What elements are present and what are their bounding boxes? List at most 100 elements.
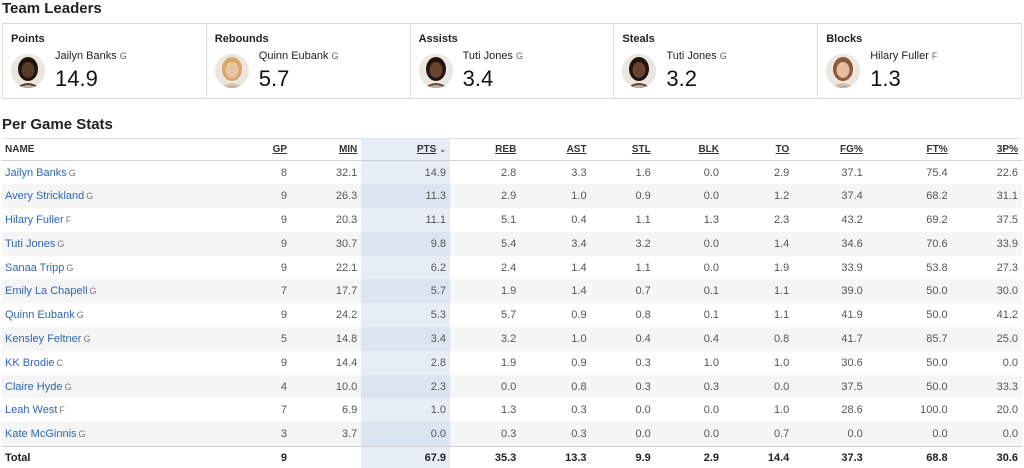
stat-cell-ft: 50.0 xyxy=(866,374,952,399)
stat-cell-ast: 0.9 xyxy=(571,309,587,322)
stat-cell-pts: 1.0 xyxy=(361,398,451,423)
column-header-tp[interactable]: 3P% xyxy=(951,138,1022,161)
column-header-reb[interactable]: REB xyxy=(450,138,521,161)
stat-cell-reb: 5.4 xyxy=(450,231,521,256)
stat-cell-stl: 0.8 xyxy=(635,309,651,322)
player-link[interactable]: Leah West xyxy=(5,404,58,417)
stat-cell-tp: 30.0 xyxy=(951,279,1022,304)
stat-cell-tp: 37.5 xyxy=(996,213,1018,226)
stat-cell-ast: 0.3 xyxy=(520,422,591,447)
column-header-label: 3P% xyxy=(996,144,1018,155)
stat-cell-min: 30.7 xyxy=(291,231,362,256)
leader-card-blocks[interactable]: Blocks Hilary Fuller F 1.3 xyxy=(818,24,1021,98)
column-header-label: MIN xyxy=(338,144,358,155)
player-name-cell: Kate McGinnis G xyxy=(2,422,238,447)
leader-player-name[interactable]: Hilary Fuller xyxy=(870,50,929,62)
leader-player-link[interactable]: Tuti Jones G xyxy=(463,50,523,62)
column-header-min[interactable]: MIN xyxy=(291,138,362,161)
player-link[interactable]: Emily La Chapell xyxy=(5,285,88,298)
column-header-to[interactable]: TO xyxy=(723,138,794,161)
player-link[interactable]: Claire Hyde xyxy=(5,380,63,393)
table-row: Claire Hyde G 4 10.0 2.3 0.0 0.8 0.3 0.3 0.0 37.5 5… xyxy=(2,374,1022,399)
stat-cell-to: 0.7 xyxy=(723,422,794,447)
leader-player-link[interactable]: Quinn Eubank G xyxy=(259,50,339,62)
team-leaders-title: Team Leaders xyxy=(2,0,102,17)
leader-player-link[interactable]: Hilary Fuller F xyxy=(870,50,937,62)
leader-player-name[interactable]: Tuti Jones xyxy=(462,50,513,62)
column-header-blk[interactable]: BLK xyxy=(654,138,723,161)
player-link[interactable]: KK Brodie xyxy=(5,356,55,369)
column-header-label: REB xyxy=(495,144,517,155)
player-avatar xyxy=(214,54,249,88)
column-header-label: NAME xyxy=(5,144,35,155)
column-header-label: AST xyxy=(566,144,587,155)
leader-player-name[interactable]: Quinn Eubank xyxy=(258,50,329,62)
player-link[interactable]: Kate McGinnis xyxy=(5,427,77,440)
leader-player-position: G xyxy=(119,51,127,61)
leader-card-points[interactable]: Points Jailyn Banks G 14.9 xyxy=(3,24,207,98)
column-header-fg[interactable]: FG% xyxy=(793,138,867,161)
stat-cell-gp: 9 xyxy=(280,261,288,274)
column-header-ast[interactable]: AST xyxy=(520,138,591,161)
column-header-name[interactable]: NAME xyxy=(2,138,238,161)
table-row: Quinn Eubank G 9 24.2 5.3 5.7 0.9 0.8 0.1 1.1 41.9… xyxy=(2,303,1022,328)
table-row: Sanaa Tripp G 9 22.1 6.2 2.4 1.4 1.1 0.0 1.9 33.9 5… xyxy=(2,255,1022,280)
player-position: F xyxy=(59,405,65,416)
stat-cell-stl: 1.1 xyxy=(635,261,651,274)
stat-cell-gp: 4 xyxy=(237,374,292,399)
player-link[interactable]: Tuti Jones xyxy=(5,237,56,250)
stat-cell-tp: 0.0 xyxy=(1002,356,1018,369)
stat-cell-stl: 0.0 xyxy=(635,404,651,417)
column-header-label: FG% xyxy=(840,144,863,155)
stat-cell-to: 0.0 xyxy=(723,374,794,399)
total-cell-ft: 68.8 xyxy=(866,445,952,468)
leader-value: 5.7 xyxy=(258,66,290,91)
stat-cell-min: 10.0 xyxy=(291,374,362,399)
stat-cell-stl: 0.7 xyxy=(590,279,655,304)
column-header-pts[interactable]: PTS ⌄ xyxy=(361,138,451,161)
leader-player-name[interactable]: Jailyn Banks xyxy=(55,50,117,62)
leader-category: Rebounds xyxy=(214,33,269,45)
stat-cell-ast: 0.8 xyxy=(520,374,591,399)
player-link[interactable]: Jailyn Banks xyxy=(5,166,67,179)
stat-cell-stl: 0.3 xyxy=(590,374,655,399)
table-row: Hilary Fuller F 9 20.3 11.1 5.1 0.4 1.1 1.3 2.3 43… xyxy=(2,208,1022,232)
column-header-ft[interactable]: FT% xyxy=(866,138,952,161)
team-leaders-panel: Points Jailyn Banks G 14.9 Rebounds Quinn… xyxy=(2,23,1022,99)
leader-player-link[interactable]: Tuti Jones G xyxy=(666,50,726,62)
player-link[interactable]: Quinn Eubank xyxy=(5,309,75,322)
leader-player-name[interactable]: Tuti Jones xyxy=(666,50,717,62)
stat-cell-blk: 0.0 xyxy=(703,261,719,274)
leader-value: 3.4 xyxy=(462,66,494,91)
leader-card-rebounds[interactable]: Rebounds Quinn Eubank G 5.7 xyxy=(207,24,411,98)
stat-cell-ft: 50.0 xyxy=(866,279,952,304)
stat-cell-pts: 9.8 xyxy=(361,231,451,256)
player-link[interactable]: Sanaa Tripp xyxy=(5,261,65,274)
total-cell-fg: 37.3 xyxy=(793,445,867,468)
column-header-gp[interactable]: GP xyxy=(237,138,292,161)
total-cell-pts: 67.9 xyxy=(361,445,451,468)
column-header-label: PTS xyxy=(416,144,437,155)
player-name-cell: Sanaa Tripp G xyxy=(2,256,237,280)
stat-cell-gp: 9 xyxy=(237,231,292,256)
player-link[interactable]: Avery Strickland xyxy=(5,190,85,203)
player-position: G xyxy=(86,191,94,202)
player-link[interactable]: Kensley Feltner xyxy=(5,332,82,345)
total-cell-name: Total xyxy=(2,445,238,468)
player-position: G xyxy=(76,310,84,321)
stat-cell-gp: 7 xyxy=(237,279,292,304)
stat-cell-fg: 0.0 xyxy=(793,422,867,447)
leader-player-link[interactable]: Jailyn Banks G xyxy=(55,50,127,62)
leader-card-steals[interactable]: Steals Tuti Jones G 3.2 xyxy=(614,24,819,98)
stat-cell-ft: 85.7 xyxy=(866,327,952,351)
stat-cell-blk: 0.0 xyxy=(654,184,723,209)
stat-cell-reb: 1.9 xyxy=(450,279,521,304)
stat-cell-stl: 0.3 xyxy=(635,356,651,369)
total-cell-blk: 2.9 xyxy=(654,445,723,468)
column-header-stl[interactable]: STL xyxy=(590,138,655,161)
player-link[interactable]: Hilary Fuller xyxy=(5,213,64,226)
stat-cell-ft: 50.0 xyxy=(926,309,948,322)
leader-card-assists[interactable]: Assists Tuti Jones G 3.4 xyxy=(411,24,615,98)
stat-cell-fg: 39.0 xyxy=(793,279,867,304)
player-name-cell: Emily La Chapell G xyxy=(2,279,238,304)
